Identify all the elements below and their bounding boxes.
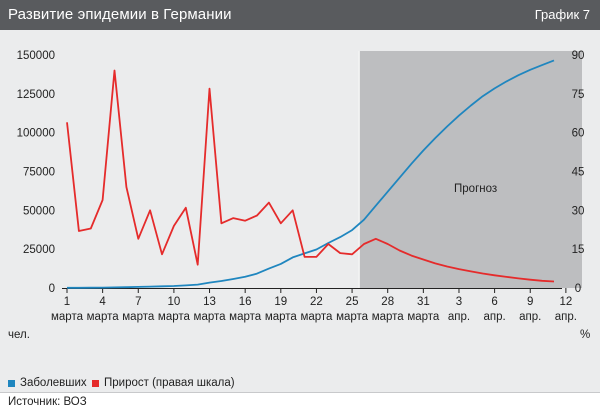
series-line-cases bbox=[67, 59, 555, 289]
left-axis-unit: чел. bbox=[8, 329, 30, 341]
right-axis-tick-label: 30 bbox=[572, 205, 585, 217]
x-tick-month: апр. bbox=[555, 311, 577, 323]
x-tick-day: 12 bbox=[559, 296, 572, 308]
x-tick-month: марта bbox=[300, 311, 333, 323]
x-tick-day: 16 bbox=[239, 296, 252, 308]
x-tick-day: 3 bbox=[456, 296, 462, 308]
x-tick-month: марта bbox=[265, 311, 298, 323]
left-axis-tick-label: 0 bbox=[49, 283, 55, 295]
x-tick-day: 4 bbox=[99, 296, 106, 308]
left-axis-tick-label: 50000 bbox=[23, 205, 55, 217]
legend-item-growth: Прирост (правая шкала) bbox=[92, 377, 235, 389]
right-axis-tick-label: 90 bbox=[572, 50, 585, 62]
x-tick-month: марта bbox=[122, 311, 155, 323]
x-tick-month: апр. bbox=[448, 311, 470, 323]
x-tick-month: марта bbox=[407, 311, 440, 323]
left-axis-tick-label: 75000 bbox=[23, 167, 55, 179]
x-tick-month: марта bbox=[87, 311, 120, 323]
right-axis-tick-label: 60 bbox=[572, 128, 585, 140]
right-axis-tick-label: 45 bbox=[572, 167, 585, 179]
series-line-growth bbox=[66, 69, 555, 283]
right-axis-ticks: 0 15 30 45 60 75 90 bbox=[572, 50, 585, 295]
x-tick-day: 28 bbox=[381, 296, 394, 308]
left-axis-tick-label: 125000 bbox=[17, 89, 55, 101]
left-axis-tick-label: 100000 bbox=[17, 128, 55, 140]
chart-header: Развитие эпидемии в Германии График 7 bbox=[0, 0, 600, 30]
x-tick-day: 7 bbox=[135, 296, 141, 308]
right-axis-tick-label: 0 bbox=[575, 283, 581, 295]
x-tick-day: 10 bbox=[168, 296, 181, 308]
legend-swatch-cases bbox=[8, 379, 15, 387]
x-tick-day: 22 bbox=[310, 296, 323, 308]
left-axis-tick-label: 25000 bbox=[23, 244, 55, 256]
right-axis-unit: % bbox=[580, 329, 590, 341]
legend-label-growth: Прирост (правая шкала) bbox=[104, 377, 235, 389]
x-tick-day: 19 bbox=[274, 296, 287, 308]
left-axis-tick-label: 150000 bbox=[17, 50, 55, 62]
chart-title: Развитие эпидемии в Германии bbox=[8, 6, 232, 23]
x-tick-month: апр. bbox=[484, 311, 506, 323]
left-axis-ticks: 0 25000 50000 75000 100000 125000 150000 bbox=[17, 50, 55, 295]
x-tick-month: марта bbox=[194, 311, 227, 323]
chart-canvas: Прогноз 02500050000750001000001250001500… bbox=[8, 50, 590, 341]
legend-swatch-growth bbox=[92, 379, 99, 387]
right-axis-tick-label: 75 bbox=[572, 89, 585, 101]
series-lines bbox=[66, 59, 555, 289]
x-tick-day: 9 bbox=[527, 296, 533, 308]
legend-item-cases: Заболевших bbox=[8, 377, 87, 389]
legend-label-cases: Заболевших bbox=[20, 377, 87, 389]
forecast-region bbox=[359, 51, 582, 288]
x-axis-tick-marks bbox=[66, 288, 567, 293]
right-axis-tick-label: 15 bbox=[572, 244, 585, 256]
forecast-label: Прогноз bbox=[454, 183, 497, 195]
x-tick-month: марта bbox=[336, 311, 369, 323]
x-tick-month: марта bbox=[51, 311, 84, 323]
x-tick-day: 1 bbox=[64, 296, 70, 308]
source-note: Источник: ВОЗ bbox=[8, 396, 87, 408]
x-axis-labels: 1 марта 4 марта 7 марта 10 марта 13 марта 16 марта 1… bbox=[51, 296, 577, 323]
x-tick-month: марта bbox=[229, 311, 262, 323]
x-tick-day: 6 bbox=[491, 296, 497, 308]
legend: Заболевших Прирост (правая шкала) bbox=[0, 375, 600, 392]
x-tick-day: 13 bbox=[203, 296, 216, 308]
chart-number-badge: График 7 bbox=[534, 7, 590, 22]
x-tick-day: 31 bbox=[417, 296, 430, 308]
x-tick-month: апр. bbox=[519, 311, 541, 323]
x-tick-month: марта bbox=[158, 311, 191, 323]
x-tick-month: марта bbox=[372, 311, 405, 323]
footer: Источник: ВОЗ bbox=[0, 392, 600, 411]
x-tick-day: 25 bbox=[346, 296, 359, 308]
